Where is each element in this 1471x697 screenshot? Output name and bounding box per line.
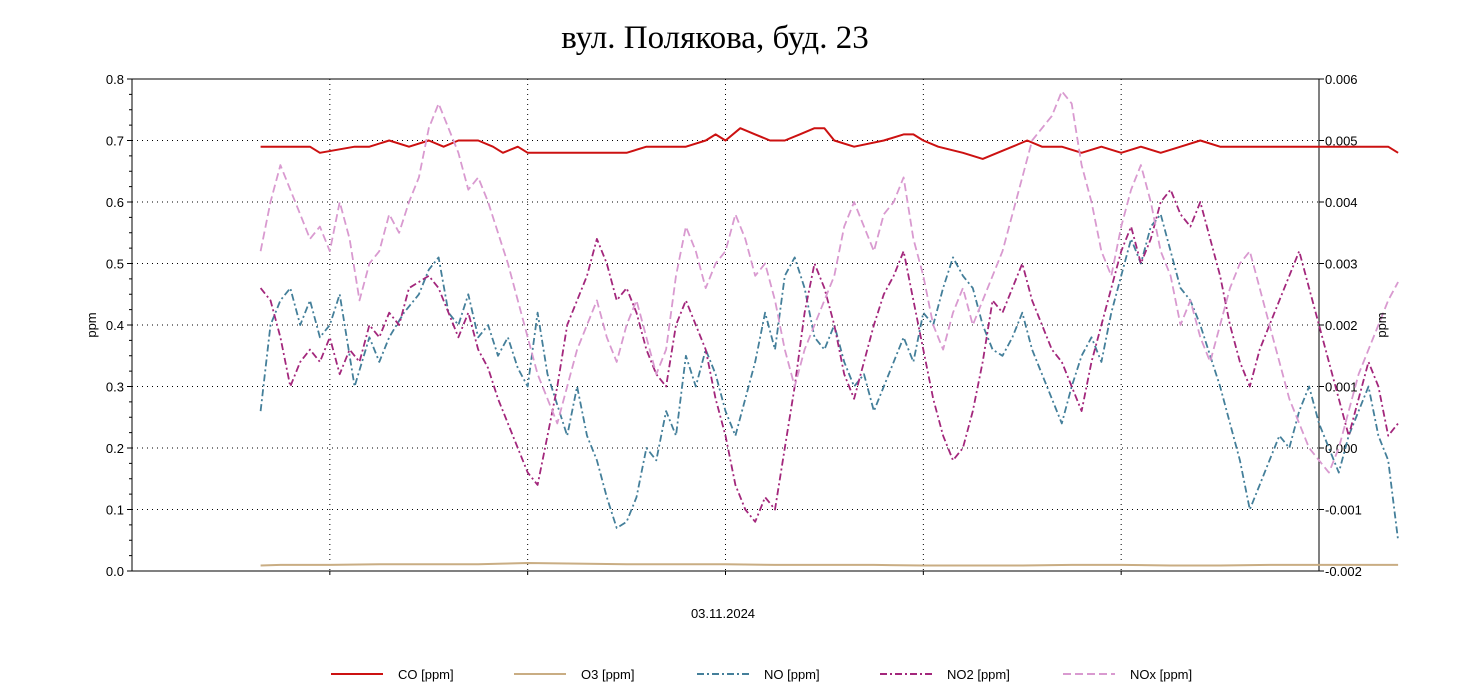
y-right-tick-label: 0.004 bbox=[1325, 195, 1358, 210]
y-right-tick-label: -0.002 bbox=[1325, 564, 1362, 579]
legend-label: NO2 [ppm] bbox=[947, 667, 1010, 682]
y-axis-label-left: ppm bbox=[84, 312, 99, 337]
y-left-tick-label: 0.1 bbox=[106, 503, 124, 518]
chart-title: вул. Полякова, буд. 23 bbox=[561, 20, 869, 56]
y-right-tick-label: 0.005 bbox=[1325, 134, 1358, 149]
legend-label: NOx [ppm] bbox=[1130, 667, 1192, 682]
series-line bbox=[259, 213, 1399, 541]
y-left-tick-label: 0.4 bbox=[106, 318, 124, 333]
legend: CO [ppm] O3 [ppm] NO [ppm] NO2 [ppm] NOx [pp… bbox=[331, 667, 1192, 682]
y-right-tick-label: -0.001 bbox=[1325, 503, 1362, 518]
y-left-tick-label: 0.3 bbox=[106, 380, 124, 395]
y-left-tick-label: 0.2 bbox=[106, 441, 124, 456]
legend-label: O3 [ppm] bbox=[581, 667, 634, 682]
left-axis: 0.0 0.1 0.2 0.3 0.4 0.5 0.6 0.7 0.8 bbox=[106, 72, 132, 579]
right-axis: -0.002 -0.001 0.000 0.001 0.002 0.003 0.004 0.0… bbox=[1319, 72, 1362, 579]
series-line bbox=[259, 90, 1399, 474]
y-right-tick-label: 0.001 bbox=[1325, 380, 1358, 395]
y-axis-label-right: ppm bbox=[1374, 312, 1389, 337]
series-layer bbox=[259, 90, 1399, 567]
y-left-tick-label: 0.6 bbox=[106, 195, 124, 210]
y-right-tick-label: 0.003 bbox=[1325, 257, 1358, 272]
y-right-tick-label: 0.000 bbox=[1325, 441, 1358, 456]
x-axis-label: 03.11.2024 bbox=[691, 606, 755, 621]
y-right-tick-label: 0.006 bbox=[1325, 72, 1358, 87]
y-left-tick-label: 0.7 bbox=[106, 134, 124, 149]
grid bbox=[132, 79, 1319, 575]
series-line bbox=[260, 562, 1399, 567]
series-line bbox=[259, 188, 1399, 523]
legend-label: CO [ppm] bbox=[398, 667, 454, 682]
y-left-tick-label: 0.5 bbox=[106, 257, 124, 272]
y-left-tick-label: 0.8 bbox=[106, 72, 124, 87]
y-left-tick-label: 0.0 bbox=[106, 564, 124, 579]
y-right-tick-label: 0.002 bbox=[1325, 318, 1358, 333]
series-line bbox=[260, 127, 1399, 160]
legend-label: NO [ppm] bbox=[764, 667, 820, 682]
